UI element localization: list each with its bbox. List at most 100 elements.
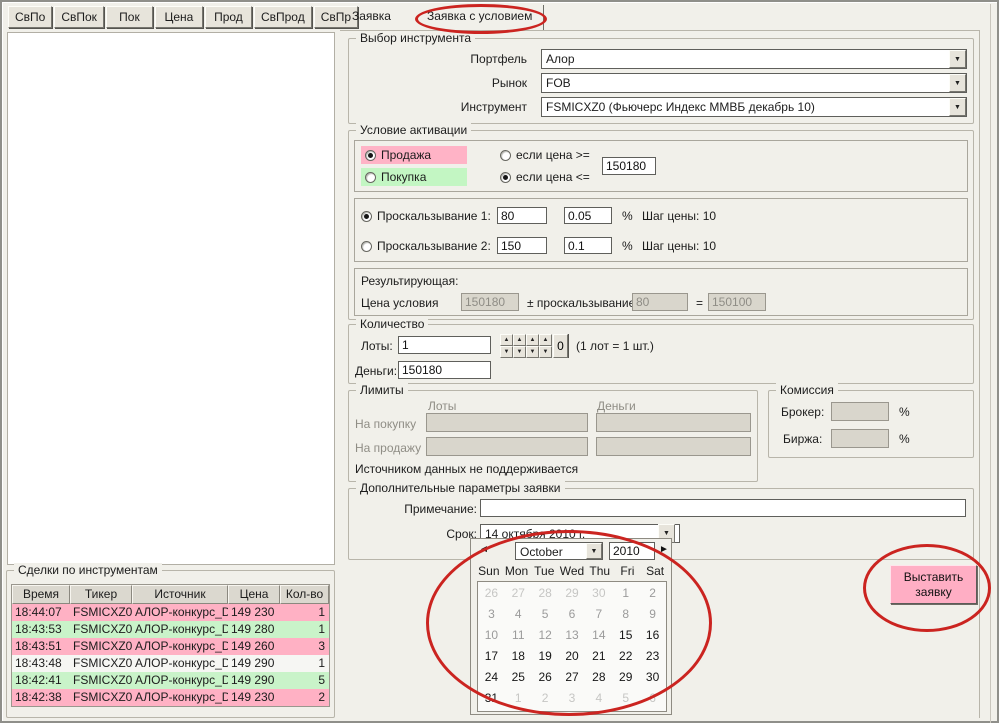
slippage2-radio[interactable]: Проскальзывание 2: bbox=[361, 239, 491, 253]
chevron-down-icon[interactable]: ▼ bbox=[586, 543, 602, 559]
calendar-month-select[interactable]: October ▼ bbox=[515, 542, 603, 560]
spinner-up-icon[interactable]: ▲ bbox=[513, 334, 526, 346]
activation-price-input[interactable] bbox=[602, 157, 656, 175]
zero-button[interactable]: 0 bbox=[553, 334, 568, 358]
sell-option[interactable]: Продажа bbox=[361, 146, 467, 164]
calendar-day[interactable]: 14 bbox=[592, 627, 606, 642]
calendar-day[interactable]: 29 bbox=[619, 669, 633, 684]
calendar-prev-icon[interactable]: ◄ bbox=[479, 544, 489, 555]
spinner-down-icon[interactable]: ▼ bbox=[500, 346, 513, 358]
price-le-radio[interactable]: если цена <= bbox=[500, 170, 590, 184]
calendar-day[interactable]: 25 bbox=[511, 669, 525, 684]
calendar-day[interactable]: 2 bbox=[541, 690, 549, 705]
tab-conditional-order[interactable]: Заявка с условием bbox=[427, 9, 533, 23]
slippage1-value-input[interactable] bbox=[497, 207, 547, 224]
sell-radio[interactable]: Продажа bbox=[365, 148, 431, 162]
calendar-day[interactable]: 27 bbox=[511, 585, 525, 600]
calendar-day[interactable]: 28 bbox=[538, 585, 552, 600]
calendar-day[interactable]: 7 bbox=[595, 606, 603, 621]
calendar-day[interactable]: 19 bbox=[538, 648, 552, 663]
calendar-day[interactable]: 3 bbox=[568, 690, 576, 705]
trade-row[interactable]: 18:43:48 FSMICXZ0 АЛОР-конкурс_D 149 290… bbox=[12, 655, 329, 672]
tab-order[interactable]: Заявка bbox=[352, 9, 391, 23]
slippage1-percent-input[interactable] bbox=[564, 207, 612, 224]
chevron-down-icon[interactable]: ▼ bbox=[949, 50, 966, 68]
toolbar-button[interactable]: СвПр bbox=[313, 6, 359, 28]
toolbar-button[interactable]: Прод bbox=[204, 6, 252, 28]
note-input[interactable] bbox=[480, 499, 966, 517]
toolbar-button[interactable]: Пок bbox=[105, 6, 153, 28]
trade-row[interactable]: 18:43:51 FSMICXZ0 АЛОР-конкурс_D 149 260… bbox=[12, 638, 329, 655]
money-input[interactable] bbox=[398, 361, 491, 379]
calendar-day[interactable]: 26 bbox=[484, 585, 499, 600]
buy-option[interactable]: Покупка bbox=[361, 168, 467, 186]
field-combobox[interactable]: Алор ▼ bbox=[541, 49, 967, 69]
calendar-day[interactable]: 15 bbox=[619, 627, 633, 642]
calendar-day[interactable]: 30 bbox=[592, 585, 606, 600]
calendar-year-input[interactable] bbox=[609, 542, 655, 560]
spinner-down-icon[interactable]: ▼ bbox=[513, 346, 526, 358]
calendar-day[interactable]: 6 bbox=[649, 690, 656, 705]
calendar-day[interactable]: 23 bbox=[645, 648, 660, 663]
submit-order-button[interactable]: Выставить заявку bbox=[890, 565, 977, 604]
calendar-day[interactable]: 1 bbox=[514, 690, 522, 705]
toolbar-button[interactable]: СвПрод bbox=[253, 6, 312, 28]
chevron-down-icon[interactable]: ▼ bbox=[949, 98, 966, 116]
field-combobox[interactable]: FOB ▼ bbox=[541, 73, 967, 93]
spinner-up-icon[interactable]: ▲ bbox=[500, 334, 513, 346]
calendar-next-icon[interactable]: ► bbox=[659, 544, 669, 555]
trade-price: 149 290 bbox=[231, 673, 275, 687]
calendar-day[interactable]: 20 bbox=[565, 648, 579, 663]
calendar-day[interactable]: 17 bbox=[484, 648, 499, 663]
calendar-day[interactable]: 16 bbox=[645, 627, 660, 642]
calendar-day[interactable]: 1 bbox=[622, 585, 630, 600]
calendar-day[interactable]: 11 bbox=[512, 627, 525, 642]
calendar-day[interactable]: 4 bbox=[514, 606, 522, 621]
calendar-day[interactable]: 22 bbox=[619, 648, 633, 663]
calendar-day[interactable]: 2 bbox=[649, 585, 656, 600]
chevron-down-icon[interactable]: ▼ bbox=[949, 74, 966, 92]
calendar-day[interactable]: 21 bbox=[592, 648, 606, 663]
spinner-down-icon[interactable]: ▼ bbox=[526, 346, 539, 358]
column-header[interactable]: Цена bbox=[228, 585, 280, 604]
calendar-day[interactable]: 3 bbox=[488, 606, 495, 621]
price-ge-radio[interactable]: если цена >= bbox=[500, 148, 590, 162]
calendar-day[interactable]: 10 bbox=[484, 627, 499, 642]
calendar-day[interactable]: 9 bbox=[649, 606, 656, 621]
calendar-day[interactable]: 30 bbox=[645, 669, 660, 684]
calendar-day[interactable]: 24 bbox=[484, 669, 499, 684]
toolbar-button[interactable]: Цена bbox=[154, 6, 203, 28]
slippage2-value-input[interactable] bbox=[497, 237, 547, 254]
calendar-day[interactable]: 13 bbox=[565, 627, 579, 642]
column-header[interactable]: Источник bbox=[132, 585, 228, 604]
calendar-day[interactable]: 5 bbox=[622, 690, 630, 705]
field-combobox[interactable]: FSMICXZ0 (Фьючерс Индекс ММВБ декабрь 10… bbox=[541, 97, 967, 117]
column-header[interactable]: Кол-во bbox=[280, 585, 329, 604]
slippage1-radio[interactable]: Проскальзывание 1: bbox=[361, 209, 491, 223]
trade-row[interactable]: 18:44:07 FSMICXZ0 АЛОР-конкурс_D 149 230… bbox=[12, 604, 329, 621]
spinner-up-icon[interactable]: ▲ bbox=[526, 334, 539, 346]
calendar-day[interactable]: 4 bbox=[595, 690, 603, 705]
buy-radio[interactable]: Покупка bbox=[365, 170, 426, 184]
calendar-day[interactable]: 28 bbox=[592, 669, 606, 684]
calendar-day[interactable]: 26 bbox=[538, 669, 552, 684]
spinner-up-icon[interactable]: ▲ bbox=[539, 334, 552, 346]
calendar-day[interactable]: 6 bbox=[568, 606, 576, 621]
trade-row[interactable]: 18:42:38 FSMICXZ0 АЛОР-конкурс_D 149 230… bbox=[12, 689, 329, 706]
calendar-day[interactable]: 8 bbox=[622, 606, 630, 621]
slippage2-percent-input[interactable] bbox=[564, 237, 612, 254]
toolbar-button[interactable]: СвПок bbox=[54, 6, 104, 28]
calendar-day[interactable]: 31 bbox=[484, 690, 499, 705]
calendar-day[interactable]: 12 bbox=[538, 627, 552, 642]
spinner-down-icon[interactable]: ▼ bbox=[539, 346, 552, 358]
toolbar-button[interactable]: СвПо bbox=[8, 6, 53, 28]
column-header[interactable]: Тикер bbox=[70, 585, 132, 604]
column-header[interactable]: Время bbox=[12, 585, 70, 604]
calendar-day[interactable]: 18 bbox=[511, 648, 525, 663]
trade-row[interactable]: 18:42:41 FSMICXZ0 АЛОР-конкурс_D 149 290… bbox=[12, 672, 329, 689]
calendar-day[interactable]: 29 bbox=[565, 585, 579, 600]
trade-row[interactable]: 18:43:53 FSMICXZ0 АЛОР-конкурс_D 149 280… bbox=[12, 621, 329, 638]
lots-input[interactable] bbox=[398, 336, 491, 354]
calendar-day[interactable]: 27 bbox=[565, 669, 579, 684]
calendar-day[interactable]: 5 bbox=[541, 606, 549, 621]
